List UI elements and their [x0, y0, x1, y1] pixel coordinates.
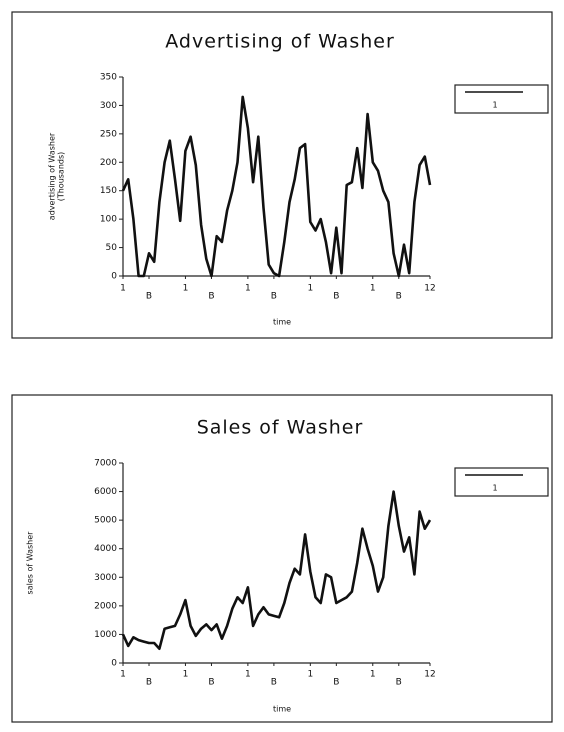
x-tick-label: 12 [424, 284, 435, 294]
y-axis-label: advertising of Washer [48, 132, 57, 220]
x-tick-label: B [208, 678, 214, 688]
y-axis-label: (Thousands) [57, 152, 66, 202]
x-tick-label: 12 [424, 670, 435, 680]
y-tick-label: 7000 [94, 459, 117, 469]
x-tick-label: 1 [120, 670, 126, 680]
y-tick-label: 5000 [94, 516, 117, 526]
legend-box [454, 84, 549, 114]
x-tick-label: 1 [120, 284, 126, 294]
chart-frame [11, 394, 553, 723]
y-tick-label: 6000 [94, 487, 117, 497]
legend-label: 1 [492, 101, 497, 110]
y-tick-label: 2000 [94, 601, 117, 611]
x-tick-label: 1 [245, 284, 251, 294]
x-tick-label: B [146, 678, 152, 688]
x-tick-label: B [146, 292, 152, 302]
chart-title: Sales of Washer [197, 417, 364, 439]
y-tick-label: 4000 [94, 544, 117, 554]
chart-title: Advertising of Washer [165, 31, 395, 53]
y-tick-label: 250 [100, 129, 117, 139]
x-tick-label: 1 [370, 284, 376, 294]
data-line [121, 490, 432, 650]
x-tick-label: B [333, 292, 339, 302]
y-tick-label: 0 [111, 659, 117, 669]
x-tick-label: B [396, 292, 402, 302]
x-axis-label: time [273, 318, 291, 327]
x-tick-label: B [271, 678, 277, 688]
y-tick-label: 1000 [94, 630, 117, 640]
x-tick-label: 1 [370, 670, 376, 680]
y-tick-label: 350 [100, 73, 117, 83]
y-tick-label: 50 [106, 243, 118, 253]
x-tick-label: 1 [183, 284, 189, 294]
legend-box [454, 467, 549, 497]
x-tick-label: 1 [245, 670, 251, 680]
y-tick-label: 3000 [94, 573, 117, 583]
y-tick-label: 0 [111, 272, 117, 282]
x-tick-label: 1 [307, 284, 313, 294]
x-tick-label: B [208, 292, 214, 302]
x-tick-label: B [333, 678, 339, 688]
x-tick-label: B [271, 292, 277, 302]
y-axis-label: sales of Washer [26, 531, 35, 595]
y-tick-label: 100 [100, 215, 117, 225]
y-tick-label: 200 [100, 158, 117, 168]
x-tick-label: 1 [307, 670, 313, 680]
x-axis-label: time [273, 705, 291, 714]
x-tick-label: 1 [183, 670, 189, 680]
x-tick-label: B [396, 678, 402, 688]
chart-frame [11, 11, 553, 339]
legend-label: 1 [492, 484, 497, 493]
data-line [121, 95, 432, 278]
y-tick-label: 150 [100, 186, 117, 196]
y-tick-label: 300 [100, 101, 117, 111]
